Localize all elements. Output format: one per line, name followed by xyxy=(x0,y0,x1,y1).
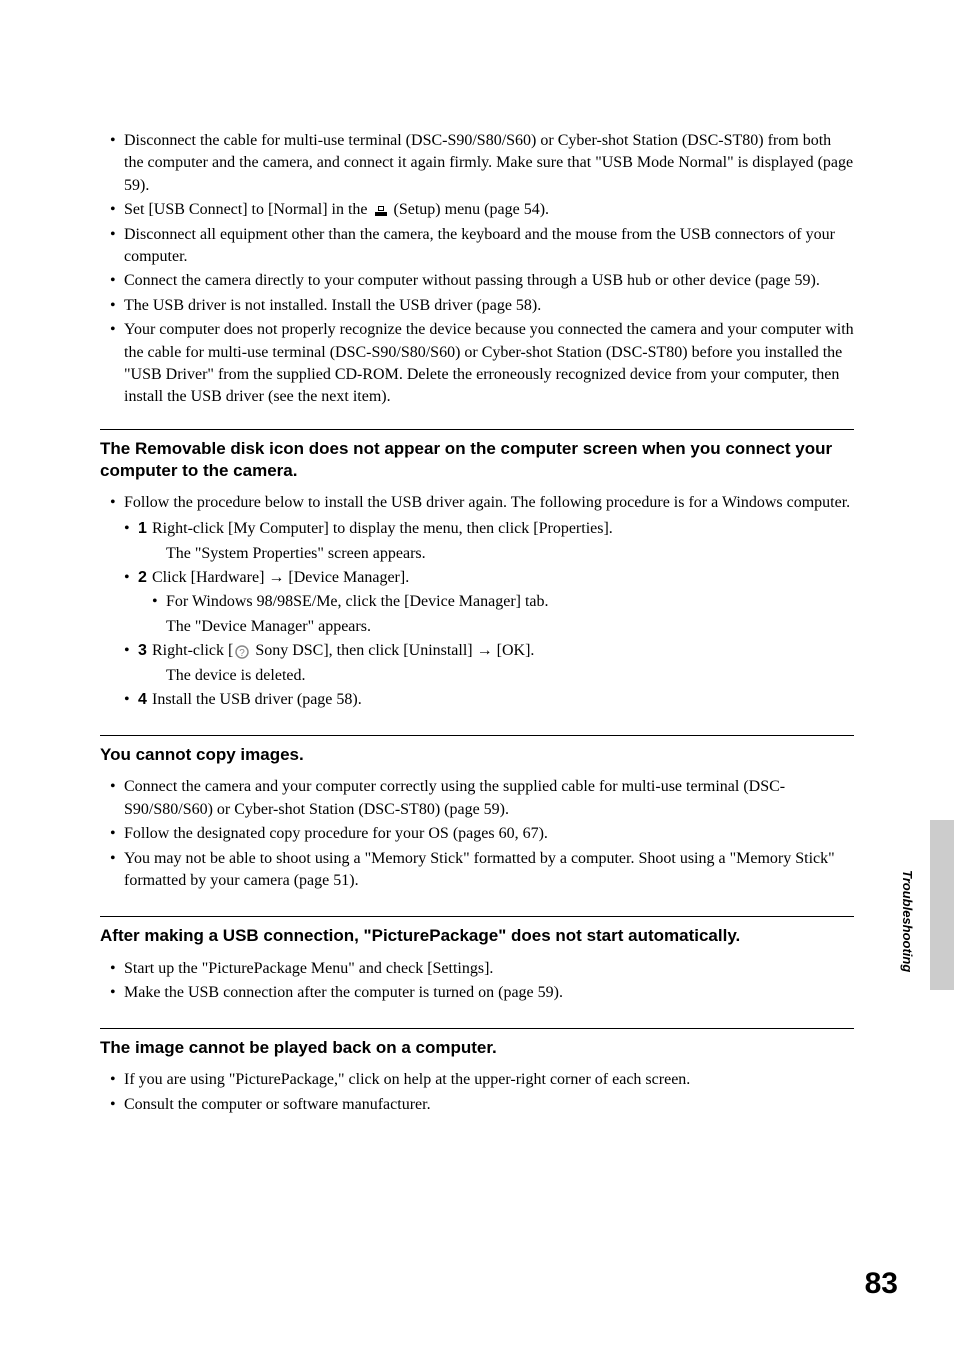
list-item: Start up the "PicturePackage Menu" and c… xyxy=(124,958,854,980)
section1-intro: Follow the procedure below to install th… xyxy=(124,492,854,712)
section-title: The Removable disk icon does not appear … xyxy=(100,438,854,482)
page-content: Disconnect the cable for multi-use termi… xyxy=(100,130,854,1116)
divider xyxy=(100,916,854,917)
section3-list: Start up the "PicturePackage Menu" and c… xyxy=(100,958,854,1005)
setup-icon xyxy=(374,205,388,217)
section4-list: If you are using "PicturePackage," click… xyxy=(100,1069,854,1116)
step-sub-bullet: For Windows 98/98SE/Me, click the [Devic… xyxy=(138,591,854,613)
section-picturepackage: After making a USB connection, "PictureP… xyxy=(100,916,854,1004)
section-removable-disk: The Removable disk icon does not appear … xyxy=(100,429,854,712)
list-item: The USB driver is not installed. Install… xyxy=(124,295,854,317)
side-tab xyxy=(930,820,954,990)
step-item: 1Right-click [My Computer] to display th… xyxy=(138,518,854,540)
intro-text: Follow the procedure below to install th… xyxy=(124,494,850,511)
list-item: You may not be able to shoot using a "Me… xyxy=(124,848,854,893)
section1-list: Follow the procedure below to install th… xyxy=(100,492,854,712)
section-title: You cannot copy images. xyxy=(100,744,854,766)
step-item: 4Install the USB driver (page 58). xyxy=(138,689,854,711)
step-sub-text: The device is deleted. xyxy=(138,665,854,687)
section2-list: Connect the camera and your computer cor… xyxy=(100,776,854,892)
section-image-playback: The image cannot be played back on a com… xyxy=(100,1028,854,1116)
list-item: Make the USB connection after the comput… xyxy=(124,982,854,1004)
step-number: 2 xyxy=(138,567,147,589)
step-number: 3 xyxy=(138,640,147,662)
list-item: Follow the designated copy procedure for… xyxy=(124,823,854,845)
step-item: 3Right-click [? Sony DSC], then click [U… xyxy=(138,640,854,662)
divider xyxy=(100,735,854,736)
step-number: 1 xyxy=(138,518,147,540)
list-item: Disconnect the cable for multi-use termi… xyxy=(124,130,854,197)
divider xyxy=(100,1028,854,1029)
step-item: 2Click [Hardware] → [Device Manager]. xyxy=(138,567,854,589)
list-item: If you are using "PicturePackage," click… xyxy=(124,1069,854,1091)
page-number: 83 xyxy=(865,1263,898,1305)
list-item: Connect the camera directly to your comp… xyxy=(124,270,854,292)
list-item: Your computer does not properly recogniz… xyxy=(124,319,854,409)
divider xyxy=(100,429,854,430)
step-sub-text: The "Device Manager" appears. xyxy=(138,616,854,638)
side-label: Troubleshooting xyxy=(898,870,916,972)
top-bullet-list: Disconnect the cable for multi-use termi… xyxy=(100,130,854,409)
section-cannot-copy: You cannot copy images. Connect the came… xyxy=(100,735,854,892)
steps-list: 1Right-click [My Computer] to display th… xyxy=(124,518,854,711)
list-item: Disconnect all equipment other than the … xyxy=(124,224,854,269)
svg-text:?: ? xyxy=(240,648,246,659)
list-item: Connect the camera and your computer cor… xyxy=(124,776,854,821)
section-title: After making a USB connection, "PictureP… xyxy=(100,925,854,947)
list-item: Consult the computer or software manufac… xyxy=(124,1094,854,1116)
step-sub-text: The "System Properties" screen appears. xyxy=(138,543,854,565)
section-title: The image cannot be played back on a com… xyxy=(100,1037,854,1059)
step-number: 4 xyxy=(138,689,147,711)
list-item: Set [USB Connect] to [Normal] in the (Se… xyxy=(124,199,854,221)
unknown-device-icon: ? xyxy=(235,645,249,659)
